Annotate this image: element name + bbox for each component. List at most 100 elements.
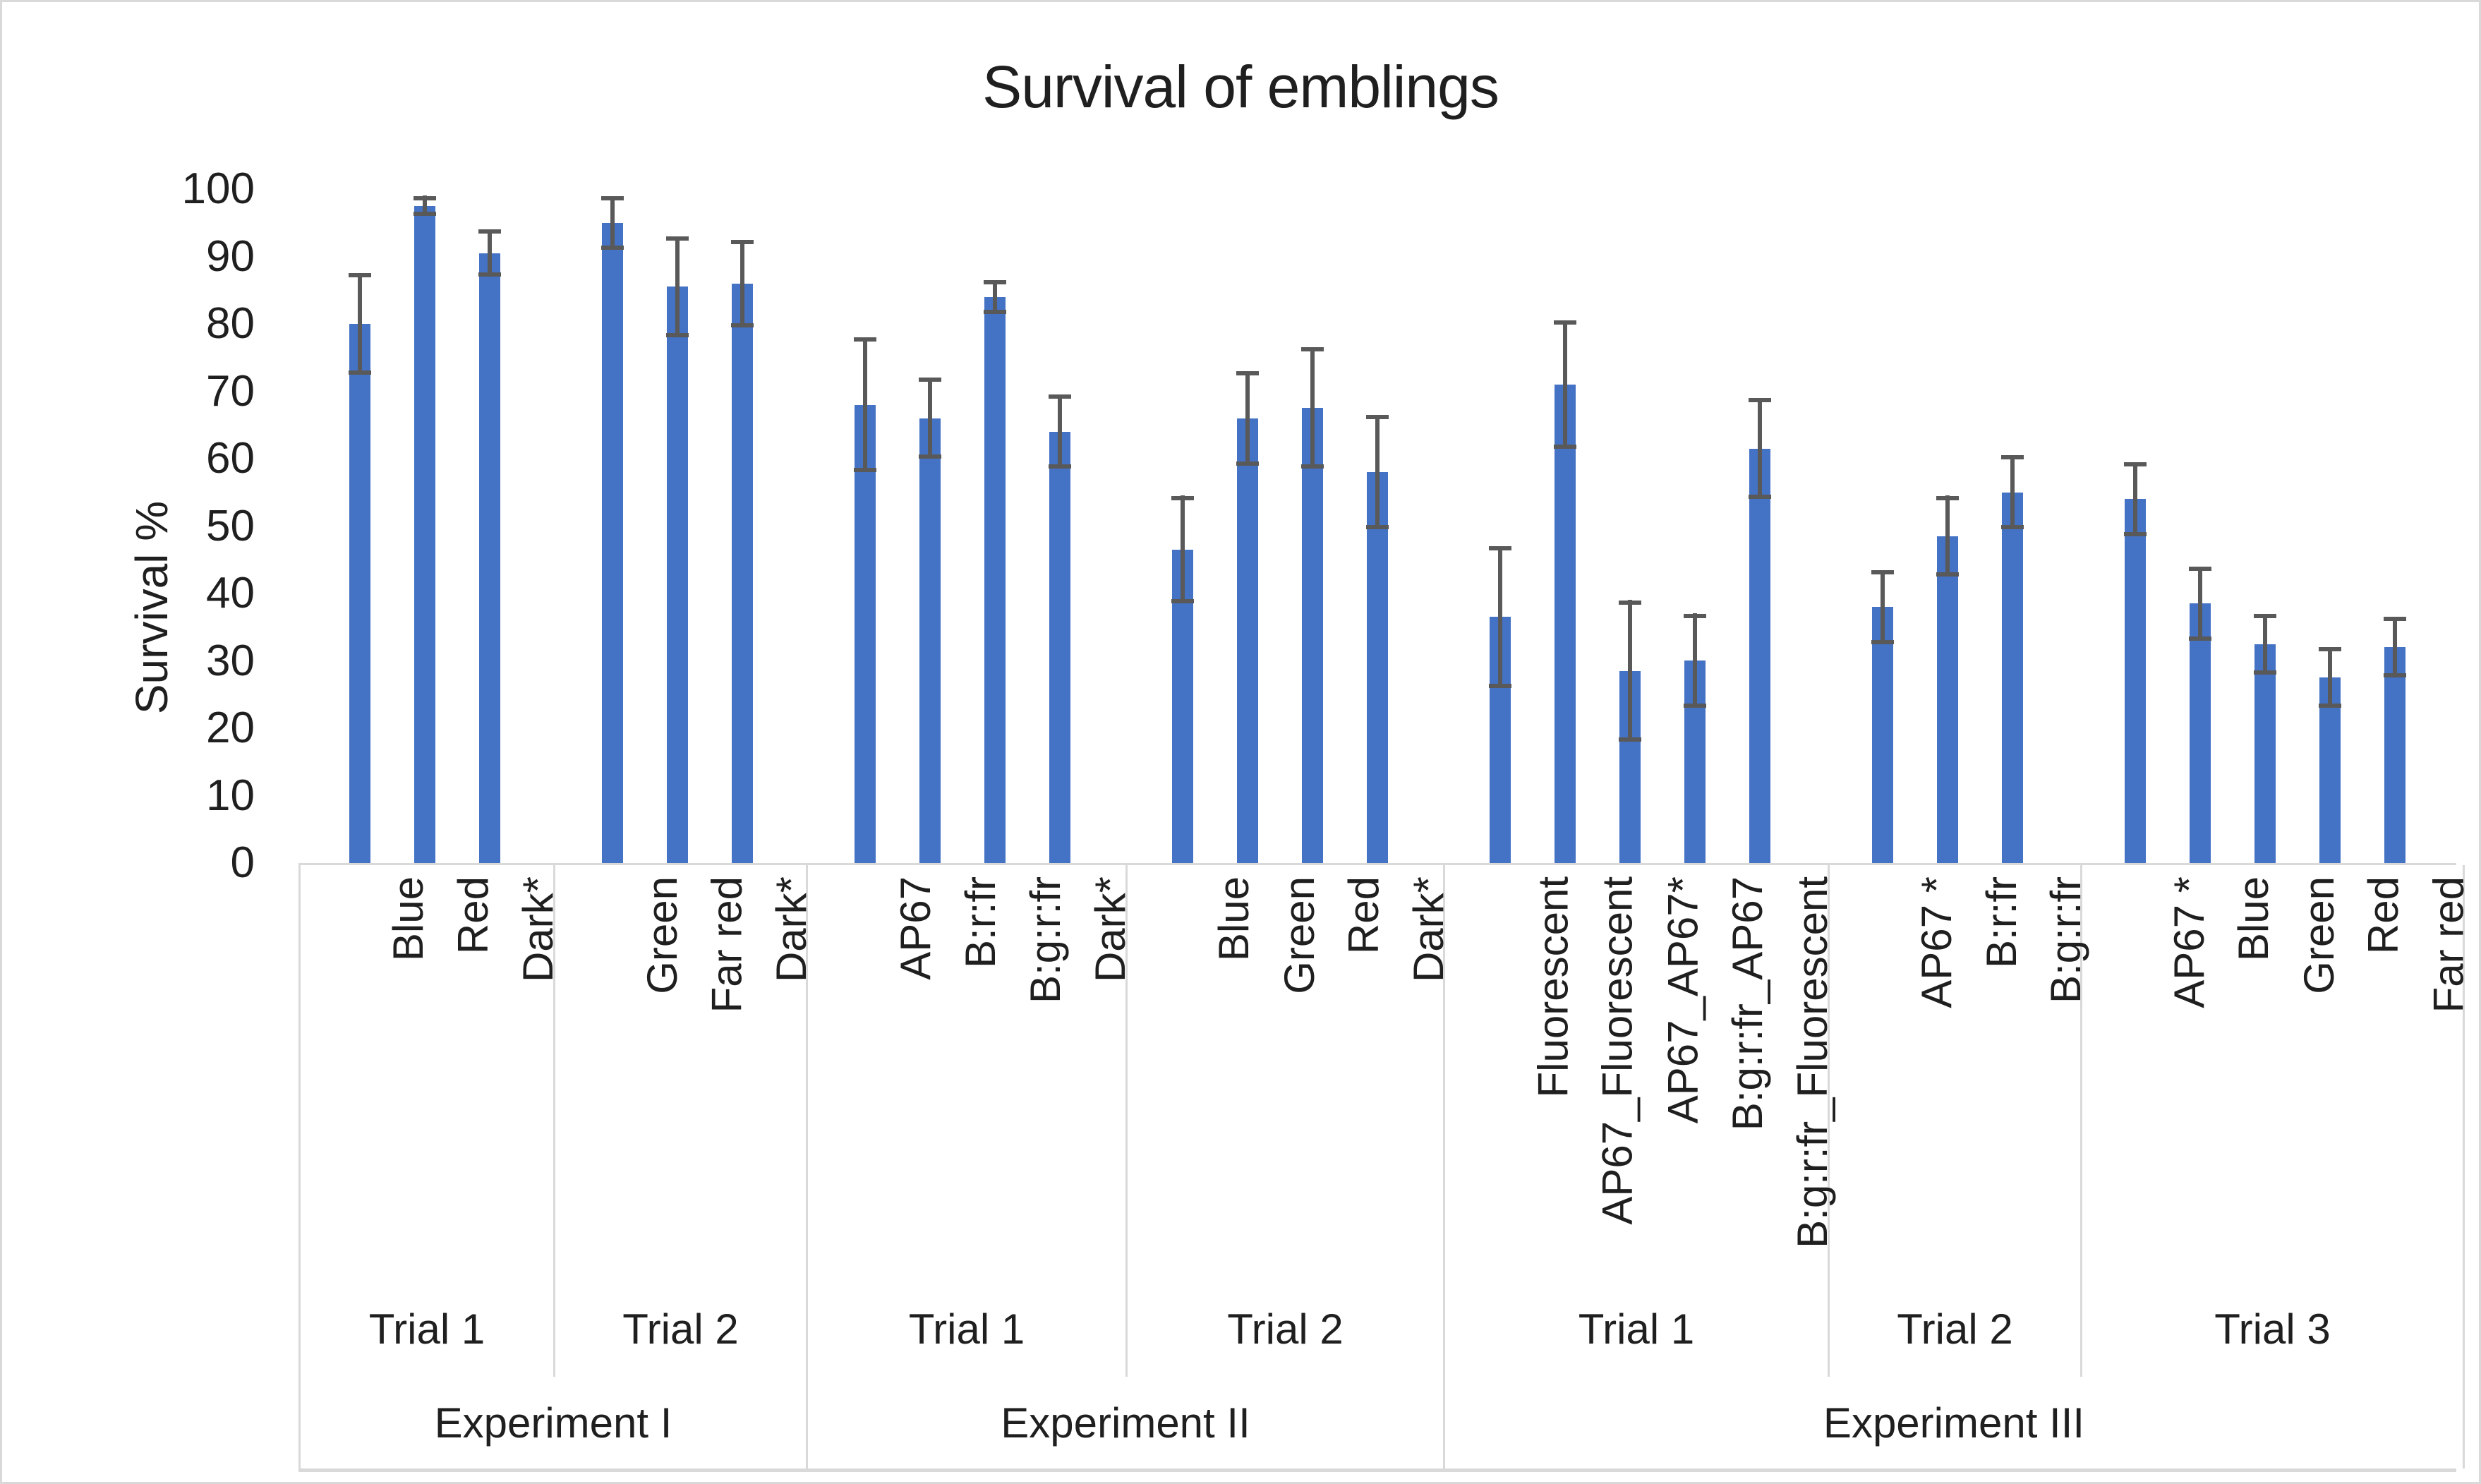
error-bar <box>993 280 997 314</box>
category-cell: B:g:r:fr <box>967 865 1069 1271</box>
error-bar-cap-bottom <box>2124 532 2147 536</box>
experiment-label: Experiment II <box>1001 1399 1250 1447</box>
bar <box>1049 432 1070 863</box>
error-bar-cap-bottom <box>1236 462 1259 466</box>
bar-slot <box>580 189 645 863</box>
error-bar <box>1245 371 1250 466</box>
error-bar <box>488 229 492 277</box>
category-cell: AP67_Fluorescent <box>1539 865 1641 1271</box>
bar <box>414 206 435 863</box>
error-bar-cap-top <box>1619 601 1641 605</box>
bar-slot <box>2362 189 2427 863</box>
error-bar <box>1881 570 1885 644</box>
bar <box>1872 607 1893 863</box>
error-bar-cap-bottom <box>601 246 624 250</box>
category-label: Dark* <box>1405 876 1453 983</box>
category-cell: Far red <box>648 865 751 1271</box>
bar <box>1749 449 1770 863</box>
bar-slot <box>1345 189 1410 863</box>
error-bar-cap-bottom <box>1936 572 1959 577</box>
bar-slot <box>327 189 392 863</box>
experiment-label: Experiment III <box>1823 1399 2085 1447</box>
error-bar-cap-top <box>349 273 371 277</box>
error-bar-cap-top <box>919 378 941 382</box>
category-cell: B:g:r:fr <box>1988 865 2090 1271</box>
bar <box>479 253 500 863</box>
bar-slot <box>392 189 457 863</box>
y-tick-label: 60 <box>206 434 255 483</box>
error-bar-cap-top <box>414 196 436 200</box>
error-bar <box>675 236 680 337</box>
error-bar-cap-top <box>601 196 624 200</box>
bar-group <box>551 189 804 863</box>
experiment-group: AP67 B:r:fr B:g:r:fr Dark* Trial 1 Blue Green R… <box>806 865 1453 1468</box>
bar <box>1302 408 1323 863</box>
category-cell: Red <box>2305 865 2408 1271</box>
error-bar <box>358 274 362 375</box>
bar-slot <box>833 189 898 863</box>
error-bar <box>1310 347 1315 469</box>
trial-group: Fluorescent AP67_Fluorescent AP67_AP67* B:g… <box>1445 865 1836 1377</box>
y-tick-label: 30 <box>206 636 255 685</box>
trial-group: Blue Red Dark* Trial 1 <box>301 865 562 1377</box>
plot-area <box>298 189 2456 863</box>
error-bar-cap-bottom <box>1749 495 1771 499</box>
category-cell: AP67_AP67* <box>1604 865 1706 1271</box>
error-bar-cap-top <box>984 280 1006 284</box>
chart-title: Survival of emblings <box>982 54 1499 120</box>
category-cell: Red <box>394 865 497 1271</box>
error-bar-cap-top <box>1049 394 1071 399</box>
error-bar-cap-top <box>2189 567 2211 571</box>
error-bar <box>1628 600 1632 742</box>
error-bar-cap-bottom <box>731 323 754 327</box>
error-bar-cap-top <box>731 240 754 244</box>
bar <box>2190 603 2211 863</box>
category-cell: Dark* <box>713 865 816 1271</box>
error-bar <box>1945 495 1950 577</box>
error-bar-cap-top <box>1301 347 1324 351</box>
error-bar-cap-bottom <box>1619 737 1641 742</box>
bar-slot <box>2168 189 2233 863</box>
error-bar-cap-bottom <box>1049 464 1071 469</box>
trial-label: Trial 3 <box>2214 1305 2331 1353</box>
error-bar-cap-bottom <box>984 310 1006 314</box>
bar-slot <box>645 189 710 863</box>
error-bar-cap-top <box>1936 496 1959 500</box>
bar-group <box>804 189 1121 863</box>
error-bar-cap-bottom <box>1684 704 1706 708</box>
trial-label: Trial 2 <box>622 1305 739 1353</box>
category-axis: Blue Red Dark* Trial 1 Green Far red Dark* Tria… <box>298 863 2473 1472</box>
bar <box>732 284 753 863</box>
y-tick-label: 70 <box>206 366 255 416</box>
bar-slot <box>1980 189 2045 863</box>
error-bar <box>1563 321 1567 449</box>
category-cell: Blue <box>1156 865 1258 1271</box>
category-cell: B:g:r:fr_Fluorescent <box>1734 865 1836 1271</box>
trial-group: AP67 * B:r:fr B:g:r:fr Trial 2 <box>1828 865 2090 1377</box>
error-bar-cap-bottom <box>1366 525 1389 529</box>
category-label: Far red <box>2425 876 2473 1013</box>
category-cell: Green <box>584 865 686 1271</box>
bar-slot <box>1215 189 1280 863</box>
category-cell: Fluorescent <box>1474 865 1576 1271</box>
error-bar-cap-bottom <box>349 370 371 375</box>
category-cell: AP67 <box>837 865 939 1271</box>
bar <box>1937 536 1958 863</box>
error-bar <box>2328 647 2332 708</box>
error-bar-cap-bottom <box>2384 673 2406 677</box>
error-bar <box>1058 394 1062 469</box>
trial-label: Trial 1 <box>1578 1305 1695 1353</box>
bar-slot <box>457 189 522 863</box>
bar-group <box>1121 189 1439 863</box>
bar-slot <box>1533 189 1598 863</box>
y-tick-label: 90 <box>206 231 255 281</box>
error-bar-cap-top <box>1366 415 1389 419</box>
error-bar <box>2263 614 2267 675</box>
error-bar-cap-bottom <box>919 454 941 459</box>
category-cell: AP67 * <box>2111 865 2213 1271</box>
error-bar-cap-top <box>854 337 876 342</box>
y-tick-label: 0 <box>230 838 255 887</box>
trial-group: AP67 B:r:fr B:g:r:fr Dark* Trial 1 <box>808 865 1134 1377</box>
trial-group: Blue Green Red Dark* Trial 2 <box>1125 865 1453 1377</box>
error-bar <box>2133 462 2137 536</box>
